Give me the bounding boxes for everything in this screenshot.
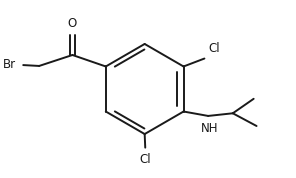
Text: NH: NH: [201, 122, 218, 135]
Text: Cl: Cl: [139, 153, 151, 166]
Text: Cl: Cl: [209, 42, 221, 55]
Text: O: O: [68, 17, 77, 30]
Text: Br: Br: [3, 58, 16, 71]
